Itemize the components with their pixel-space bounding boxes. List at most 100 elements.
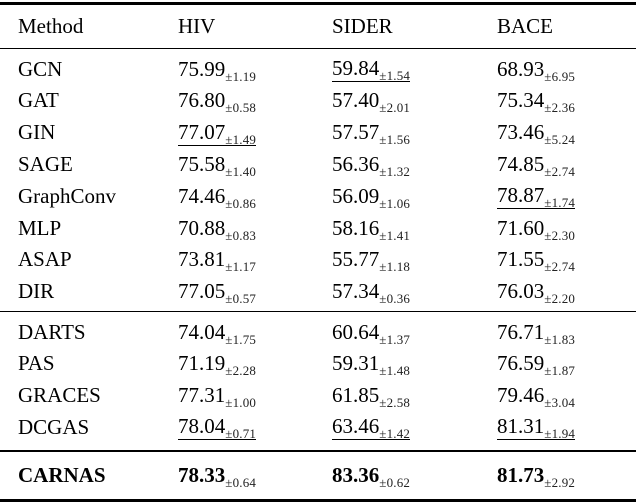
score-value: 78.33 — [178, 463, 226, 488]
score-value: 83.36 — [332, 463, 380, 488]
metric-cell: 76.71±1.83 — [497, 320, 636, 346]
score-value: 75.58 — [178, 151, 226, 176]
method-name: PAS — [18, 351, 55, 376]
score: 60.64±1.37 — [332, 319, 410, 346]
score-value: 74.04 — [178, 319, 226, 344]
proposed-method-group: CARNAS 78.33±0.64 83.36±0.62 81.73±2.92 — [0, 452, 636, 499]
score-std: ±1.74 — [544, 195, 576, 211]
score-std: ±1.00 — [225, 395, 257, 411]
score-underlined: 81.31±1.94 — [497, 415, 576, 441]
metric-cell: 74.46±0.86 — [178, 184, 332, 210]
mid-rule — [0, 310, 636, 313]
score-std: ±2.30 — [544, 227, 576, 243]
score-std: ±0.64 — [225, 475, 257, 491]
score-std: ±2.74 — [544, 259, 576, 275]
metric-cell: 78.87±1.74 — [497, 183, 636, 211]
score: 71.55±2.74 — [497, 247, 576, 275]
table-row-gat: GAT 76.80±0.58 57.40±2.01 75.34±2.36 — [0, 85, 636, 117]
score-std: ±6.95 — [544, 68, 576, 84]
metric-cell: 74.04±1.75 — [178, 319, 332, 347]
metric-cell: 75.58±1.40 — [178, 151, 332, 179]
score-std: ±0.58 — [225, 100, 257, 116]
score-underlined: 59.84±1.54 — [332, 57, 411, 84]
column-header-bace: BACE — [497, 13, 554, 38]
score-value: 71.55 — [497, 247, 545, 272]
score-value: 63.46 — [332, 414, 380, 439]
score-std: ±1.49 — [225, 131, 257, 147]
table-row-dir: DIR 77.05±0.57 57.34±0.36 76.03±2.20 — [0, 276, 636, 308]
score-underlined: 78.04±0.71 — [178, 415, 257, 441]
table-row-sage: SAGE 75.58±1.40 56.36±1.32 74.85±2.74 — [0, 149, 636, 181]
score: 74.04±1.75 — [178, 319, 257, 347]
score-value: 75.99 — [178, 56, 226, 81]
score-std: ±1.19 — [225, 68, 257, 84]
score-underlined: 78.87±1.74 — [497, 184, 576, 211]
method-name: GraphConv — [18, 183, 116, 208]
score-value: 59.31 — [332, 351, 380, 376]
score: 78.33±0.64 — [178, 463, 257, 491]
score-value: 68.93 — [497, 56, 545, 81]
score-value: 73.46 — [497, 120, 545, 145]
metric-cell: 73.81±1.17 — [178, 247, 332, 273]
metric-cell: 75.99±1.19 — [178, 56, 332, 84]
score: 77.05±0.57 — [178, 280, 256, 305]
score: 81.73±2.92 — [497, 464, 576, 491]
column-header-hiv: HIV — [178, 13, 216, 38]
method-name: DIR — [18, 279, 55, 304]
top-rule — [0, 2, 636, 5]
score: 77.31±1.00 — [178, 383, 257, 411]
score: 83.36±0.62 — [332, 463, 411, 491]
table-row-asap: ASAP 73.81±1.17 55.77±1.18 71.55±2.74 — [0, 244, 636, 276]
metric-cell: 74.85±2.74 — [497, 152, 636, 178]
table-row-darts: DARTS 74.04±1.75 60.64±1.37 76.71±1.83 — [0, 316, 636, 348]
table-row-carnas: CARNAS 78.33±0.64 83.36±0.62 81.73±2.92 — [0, 456, 636, 496]
metric-cell: 83.36±0.62 — [332, 463, 497, 491]
metric-cell: 59.31±1.48 — [332, 351, 497, 377]
score-value: 75.34 — [497, 88, 545, 113]
score-std: ±2.28 — [225, 363, 257, 379]
metric-cell: 56.09±1.06 — [332, 184, 497, 210]
score: 59.31±1.48 — [332, 351, 410, 377]
score-value: 58.16 — [332, 215, 380, 240]
score-std: ±1.42 — [379, 426, 411, 442]
metric-cell: 71.55±2.74 — [497, 247, 636, 275]
metric-cell: 57.57±1.56 — [332, 120, 497, 148]
method-name: ASAP — [18, 247, 72, 272]
method-name: GRACES — [18, 383, 101, 408]
score: 70.88±0.83 — [178, 215, 256, 242]
score-underlined: 63.46±1.42 — [332, 414, 411, 442]
metric-cell: 77.31±1.00 — [178, 383, 332, 411]
score: 71.19±2.28 — [178, 352, 257, 379]
metric-cell: 71.60±2.30 — [497, 216, 636, 243]
score-value: 77.31 — [178, 383, 226, 408]
score-value: 70.88 — [178, 215, 226, 240]
score: 71.60±2.30 — [497, 217, 576, 243]
score-value: 60.64 — [332, 319, 380, 344]
score-std: ±1.54 — [379, 68, 411, 84]
score-std: ±3.04 — [544, 395, 576, 411]
metric-cell: 78.33±0.64 — [178, 463, 332, 491]
score-value: 57.57 — [332, 120, 380, 145]
score: 57.57±1.56 — [332, 120, 411, 148]
metric-cell: 79.46±3.04 — [497, 383, 636, 411]
score-std: ±2.92 — [544, 475, 576, 491]
pre-result-rule — [0, 450, 636, 452]
metric-cell: 71.19±2.28 — [178, 351, 332, 379]
score: 75.99±1.19 — [178, 56, 257, 84]
score: 76.03±2.20 — [497, 280, 575, 305]
score-std: ±0.62 — [379, 475, 411, 491]
score-value: 57.34 — [332, 279, 380, 304]
metric-cell: 70.88±0.83 — [178, 215, 332, 242]
score-std: ±2.36 — [544, 100, 576, 116]
score-std: ±1.18 — [379, 259, 411, 275]
score-std: ±1.75 — [225, 331, 257, 347]
metric-cell: 77.05±0.57 — [178, 279, 332, 305]
score: 73.46±5.24 — [497, 120, 575, 146]
score-value: 77.07 — [178, 119, 226, 144]
metric-cell: 63.46±1.42 — [332, 414, 497, 442]
score: 76.71±1.83 — [497, 321, 575, 346]
score-std: ±1.40 — [225, 163, 257, 179]
score-std: ±1.56 — [379, 132, 411, 148]
score: 76.80±0.58 — [178, 89, 257, 116]
metric-cell: 81.31±1.94 — [497, 414, 636, 441]
